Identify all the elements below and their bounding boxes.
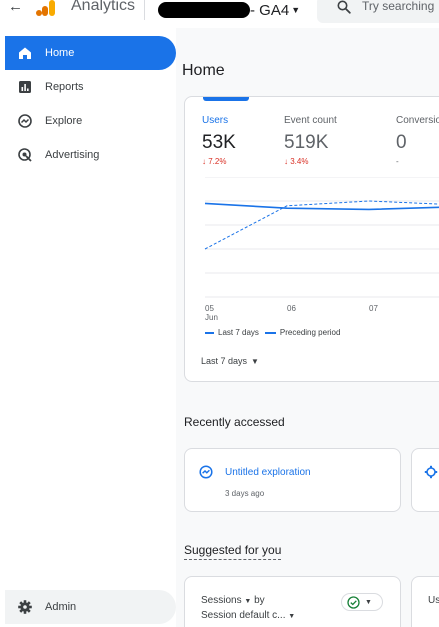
suggestion-card-2-label: Us [428,595,439,606]
back-arrow-icon[interactable]: ← [8,0,23,15]
active-metric-indicator [203,97,249,101]
recent-item-title[interactable]: Untitled exploration [225,467,311,478]
advertising-icon [18,148,32,162]
chart-legend: Last 7 days Preceding period [205,328,340,337]
x-tick-sublabel: Jun [205,313,218,322]
metric-change-value: 7.2% [208,157,227,166]
caret-down-icon: ▼ [288,613,296,620]
page-title: Home [182,62,225,79]
caret-down-icon: ▼ [244,598,252,605]
metric-change-value: 3.4% [290,157,309,166]
metric-label: Conversions [396,115,439,126]
series-line-previous [204,200,439,250]
suggestion-dimension: Session default c... [201,610,286,621]
x-tick-label: 05 [205,304,214,313]
metric-change: ↓ 7.2% [202,157,236,166]
sidebar-item-home[interactable]: Home [5,36,176,70]
arrow-down-icon: ↓ [202,157,206,166]
date-range-select[interactable]: Last 7 days ▼ [201,356,259,366]
redacted-property-name [158,2,250,18]
metric-users[interactable]: Users 53K ↓ 7.2% [202,115,236,166]
main-content: Home Users 53K ↓ 7.2% Event count 519K ↓… [176,28,439,627]
recently-accessed-heading: Recently accessed [184,415,285,429]
admin-label: Admin [45,601,77,613]
recent-item-meta: 3 days ago [225,489,265,498]
metric-value: 53K [202,132,236,153]
property-name: - GA4 [250,2,290,19]
explore-icon [18,114,32,128]
overview-card: Users 53K ↓ 7.2% Event count 519K ↓ 3.4%… [184,96,439,382]
chevron-down-icon: ▼ [291,5,301,15]
sidebar: Home Reports Explore Advertising [0,28,176,627]
suggestion-metric: Sessions [201,595,242,606]
header-divider [144,0,145,20]
metric-value: 519K [284,132,329,153]
metric-conversions[interactable]: Conversions 0 - [396,115,439,166]
sidebar-item-explore[interactable]: Explore [5,104,176,138]
x-tick-label: 07 [369,304,378,313]
metric-change: ↓ 3.4% [284,157,337,166]
metric-event-count[interactable]: Event count 519K ↓ 3.4% [284,115,337,166]
sidebar-item-label: Advertising [45,149,100,161]
gear-icon [424,465,438,479]
legend-swatch-previous [264,331,276,334]
caret-down-icon: ▼ [365,598,372,606]
legend-label-previous: Preceding period [279,328,341,337]
home-icon [19,47,31,59]
property-selector[interactable]: - GA4 ▼ [250,2,300,19]
metric-value: 0 [396,132,407,153]
recent-item-card-2[interactable] [411,448,439,512]
suggestion-metric-selector[interactable]: Sessions ▼ by [201,595,265,606]
overview-line-chart: 05 06 07 Jun [204,177,439,322]
search-box[interactable] [317,0,439,23]
metric-change: - [396,157,399,166]
sidebar-item-reports[interactable]: Reports [5,70,176,104]
status-check-pill[interactable]: ▼ [341,593,383,611]
exploration-icon [199,465,213,479]
suggestion-card[interactable]: Sessions ▼ by Session default c... ▼ ▼ [184,576,401,627]
search-icon [337,0,351,14]
app-title: Analytics [71,0,136,14]
arrow-down-icon: ↓ [284,157,288,166]
suggested-heading: Suggested for you [184,543,282,560]
suggestion-by: by [254,595,265,606]
date-range-label: Last 7 days [201,356,248,366]
top-bar: ← Analytics - GA4 ▼ [0,0,439,28]
sidebar-item-label: Home [45,47,75,59]
suggestion-card-2[interactable]: Us [411,576,439,627]
sidebar-item-advertising[interactable]: Advertising [5,138,176,172]
gear-icon [18,600,32,614]
sidebar-item-label: Explore [45,115,83,127]
caret-down-icon: ▼ [251,356,259,366]
metric-label: Users [202,115,229,126]
check-circle-icon [347,595,360,609]
sidebar-item-admin[interactable]: Admin [5,590,176,624]
suggestion-dimension-selector[interactable]: Session default c... ▼ [201,610,295,621]
recent-item-card[interactable]: Untitled exploration 3 days ago [184,448,401,512]
series-line-current [204,202,439,211]
analytics-logo-icon [36,0,55,16]
legend-swatch-current [205,331,214,334]
sidebar-item-label: Reports [45,81,84,93]
metric-label: Event count [284,115,337,126]
search-input[interactable] [362,0,439,13]
x-tick-label: 06 [287,304,296,313]
legend-label-current: Last 7 days [218,328,259,337]
reports-icon [19,81,31,93]
